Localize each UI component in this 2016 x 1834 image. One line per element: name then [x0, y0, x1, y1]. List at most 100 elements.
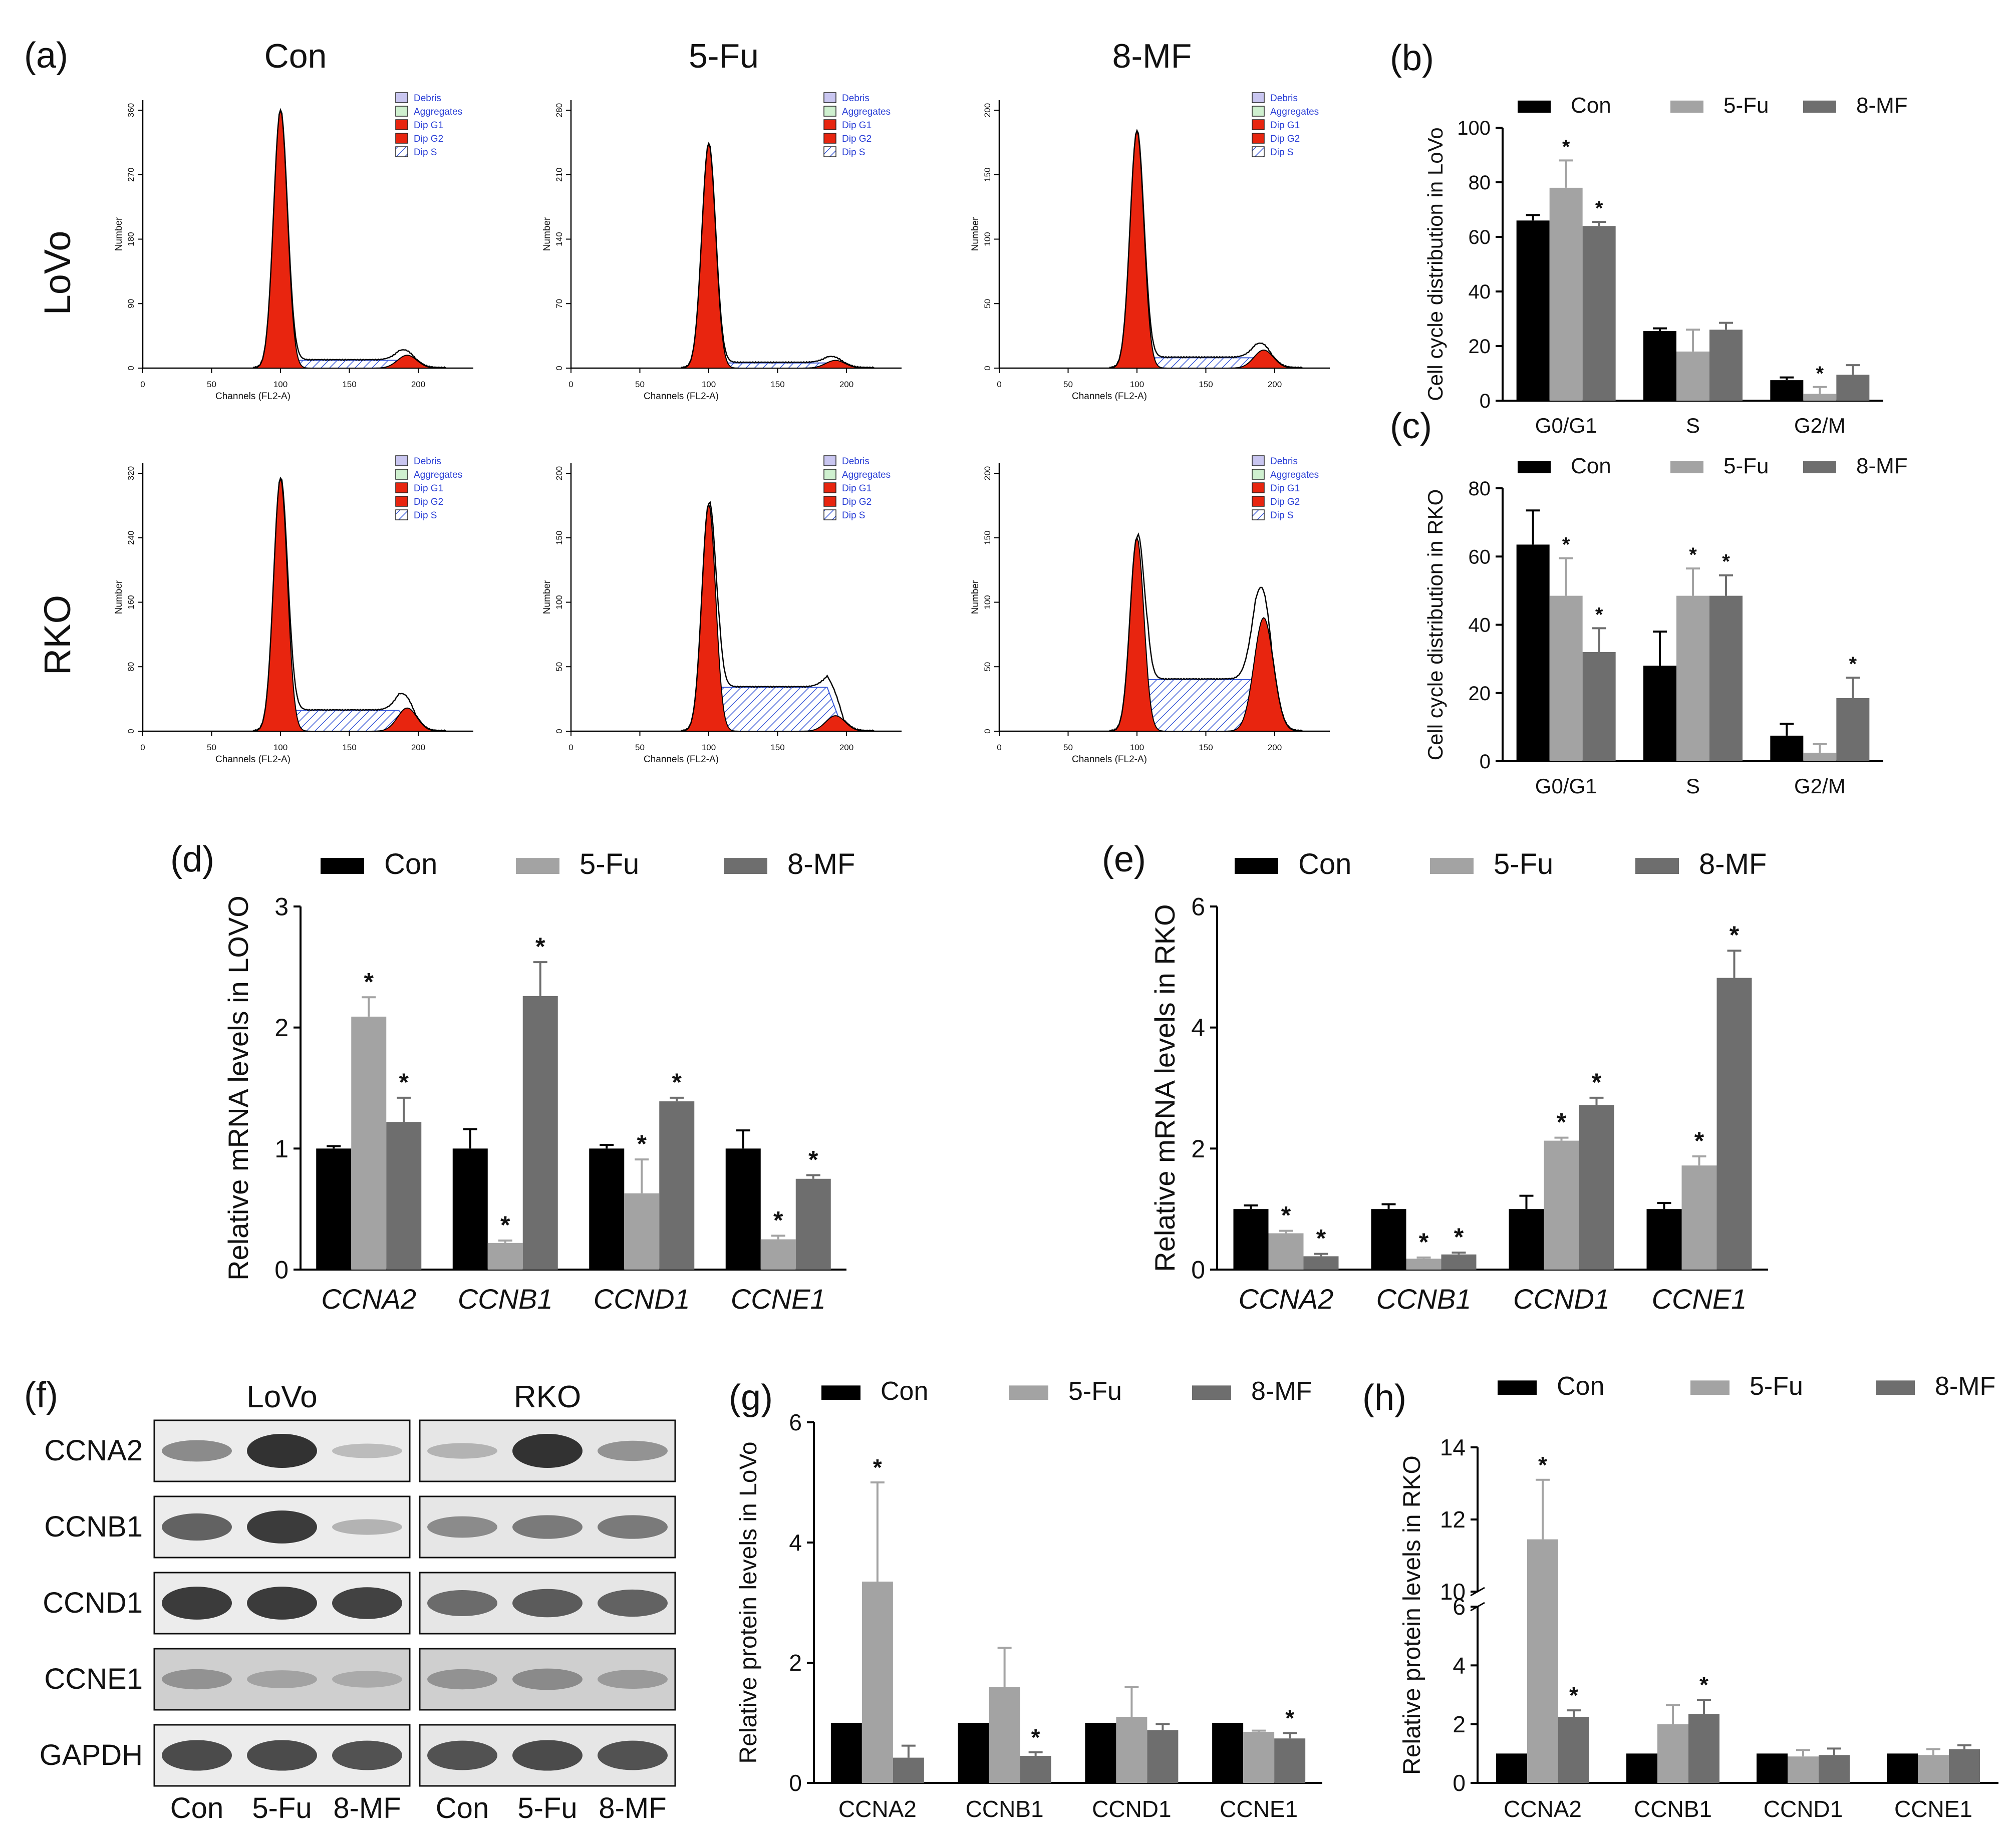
legend-swatch-dip-g1 — [823, 482, 836, 493]
x-tick-label: 200 — [1268, 743, 1282, 752]
legend-label: Debris — [414, 456, 441, 467]
y-axis-label: Number — [114, 580, 124, 614]
significance-star: * — [1595, 197, 1603, 219]
category-group-g0-g1: * * G0/G1 — [1516, 509, 1616, 798]
significance-star: * — [773, 1206, 783, 1234]
blot-band — [427, 1669, 497, 1690]
x-tick-label: 0 — [568, 743, 573, 752]
legend-label: Aggregates — [1270, 107, 1319, 117]
bar-5-Fu-CCNB1 — [1657, 1724, 1688, 1783]
y-tick-label: 50 — [983, 299, 992, 309]
category-label: CCNB1 — [458, 1283, 553, 1315]
bar-8-MF-CCND1 — [1819, 1755, 1850, 1783]
lane-label-Con: Con — [170, 1792, 223, 1824]
bar-Con-G0/G1 — [1516, 544, 1550, 761]
category-label: CCNB1 — [1634, 1796, 1712, 1822]
bar-5-Fu-S — [1676, 351, 1709, 401]
y-tick-label: 60 — [1469, 546, 1491, 568]
panel-label-e: (e) — [1102, 839, 1146, 879]
x-tick-label: 150 — [770, 380, 784, 389]
blot-band — [162, 1587, 232, 1620]
x-tick-label: 150 — [342, 380, 356, 389]
blot-strip-CCNA2-RKO — [419, 1419, 676, 1482]
lane-label-Con: Con — [436, 1792, 489, 1824]
legend-label: Dip S — [842, 147, 865, 158]
y-tick-label: 320 — [126, 466, 136, 480]
y-tick-label: 200 — [554, 466, 564, 480]
blot-band — [162, 1740, 232, 1771]
blot-band — [332, 1671, 402, 1688]
bar-5-Fu-CCNE1 — [1243, 1732, 1275, 1783]
y-tick-label: 50 — [983, 662, 992, 672]
y-tick-label: 4 — [1191, 1014, 1205, 1042]
fit-envelope — [681, 141, 875, 369]
bar-5-Fu-CCNE1 — [760, 1239, 796, 1270]
significance-star: * — [1031, 1724, 1040, 1750]
bar-5-Fu-CCNB1 — [989, 1687, 1020, 1783]
y-tick-label: 2 — [274, 1014, 289, 1042]
bar-8-MF-CCNE1 — [1716, 978, 1752, 1270]
blot-band — [332, 1587, 402, 1619]
flow-histogram-LoVo-Con: 0 50 100 150 200 0 90 180 270 360 Channels (FL2-A)… — [114, 92, 473, 402]
bar-Con-CCNB1 — [1626, 1753, 1657, 1783]
category-group-ccna2: * CCNA2 — [830, 1454, 924, 1822]
blot-band — [247, 1740, 317, 1771]
protein-label-CCNA2: CCNA2 — [44, 1434, 143, 1467]
significance-star: * — [1730, 921, 1740, 949]
lane-label-5-Fu: 5-Fu — [517, 1792, 577, 1824]
fit-envelope — [681, 501, 875, 732]
category-label: CCNE1 — [1220, 1796, 1298, 1822]
legend-swatch — [1690, 1380, 1730, 1395]
legend-swatch-aggregates — [823, 469, 836, 480]
legend-label: Dip G2 — [414, 497, 443, 507]
legend-swatch — [724, 858, 767, 874]
bar-Con-CCND1 — [589, 1148, 625, 1270]
y-tick-label: 80 — [126, 662, 136, 672]
category-group-ccna2: * * CCNA2 — [316, 968, 422, 1315]
legend-swatch-dip-s — [1252, 146, 1265, 157]
x-tick-label: 200 — [1268, 380, 1282, 389]
category-label: CCNA2 — [321, 1283, 416, 1315]
legend-label: 5-Fu — [1068, 1377, 1122, 1406]
bar-8-MF-CCNA2 — [1303, 1256, 1339, 1270]
legend-label: 8-MF — [1856, 454, 1908, 478]
category-label: CCND1 — [1764, 1796, 1843, 1822]
legend-label: Debris — [842, 93, 870, 104]
x-axis-label: Channels (FL2-A) — [644, 754, 719, 765]
y-tick-label: 150 — [983, 168, 992, 182]
legend-item-8-MF: 8-MF — [724, 848, 855, 880]
row-title-LoVo: LoVo — [37, 231, 78, 316]
significance-star: * — [1562, 136, 1570, 158]
bar-5-Fu-G0/G1 — [1549, 187, 1583, 401]
legend-item-5-Fu: 5-Fu — [1690, 1372, 1803, 1401]
category-group-s: S — [1643, 322, 1743, 437]
blot-band — [332, 1519, 402, 1535]
x-axis-label: Channels (FL2-A) — [215, 754, 291, 765]
lane-label-8-MF: 8-MF — [599, 1792, 666, 1824]
bar-8-MF-CCNE1 — [795, 1178, 831, 1270]
blot-band — [247, 1670, 317, 1688]
legend-label: Aggregates — [842, 470, 891, 480]
legend-label: 8-MF — [1251, 1377, 1312, 1406]
legend-swatch-dip-g2 — [1252, 496, 1265, 507]
category-label: G0/G1 — [1535, 774, 1597, 798]
legend-label: 5-Fu — [1723, 93, 1769, 118]
blot-strip-CCND1-RKO — [419, 1572, 676, 1635]
legend-swatch-debris — [395, 92, 408, 103]
blot-band — [247, 1434, 317, 1468]
y-tick-label: 150 — [983, 531, 992, 545]
chart-c: (c) 0 20 40 60 80 Cell cycle distribution in R… — [1390, 406, 1908, 798]
legend-label: Aggregates — [842, 107, 891, 117]
y-tick-label: 0 — [1453, 1770, 1466, 1796]
blot-strip-CCNB1-RKO — [419, 1495, 676, 1559]
category-label: CCNE1 — [1652, 1283, 1747, 1315]
y-tick-label: 1 — [274, 1135, 289, 1163]
legend-swatch-debris — [395, 455, 408, 466]
category-label: CCND1 — [594, 1283, 690, 1315]
bar-8-MF-CCNB1 — [1020, 1756, 1051, 1783]
legend-swatch-dip-g2 — [823, 133, 836, 144]
x-tick-label: 50 — [635, 743, 645, 752]
significance-star: * — [1689, 544, 1697, 566]
